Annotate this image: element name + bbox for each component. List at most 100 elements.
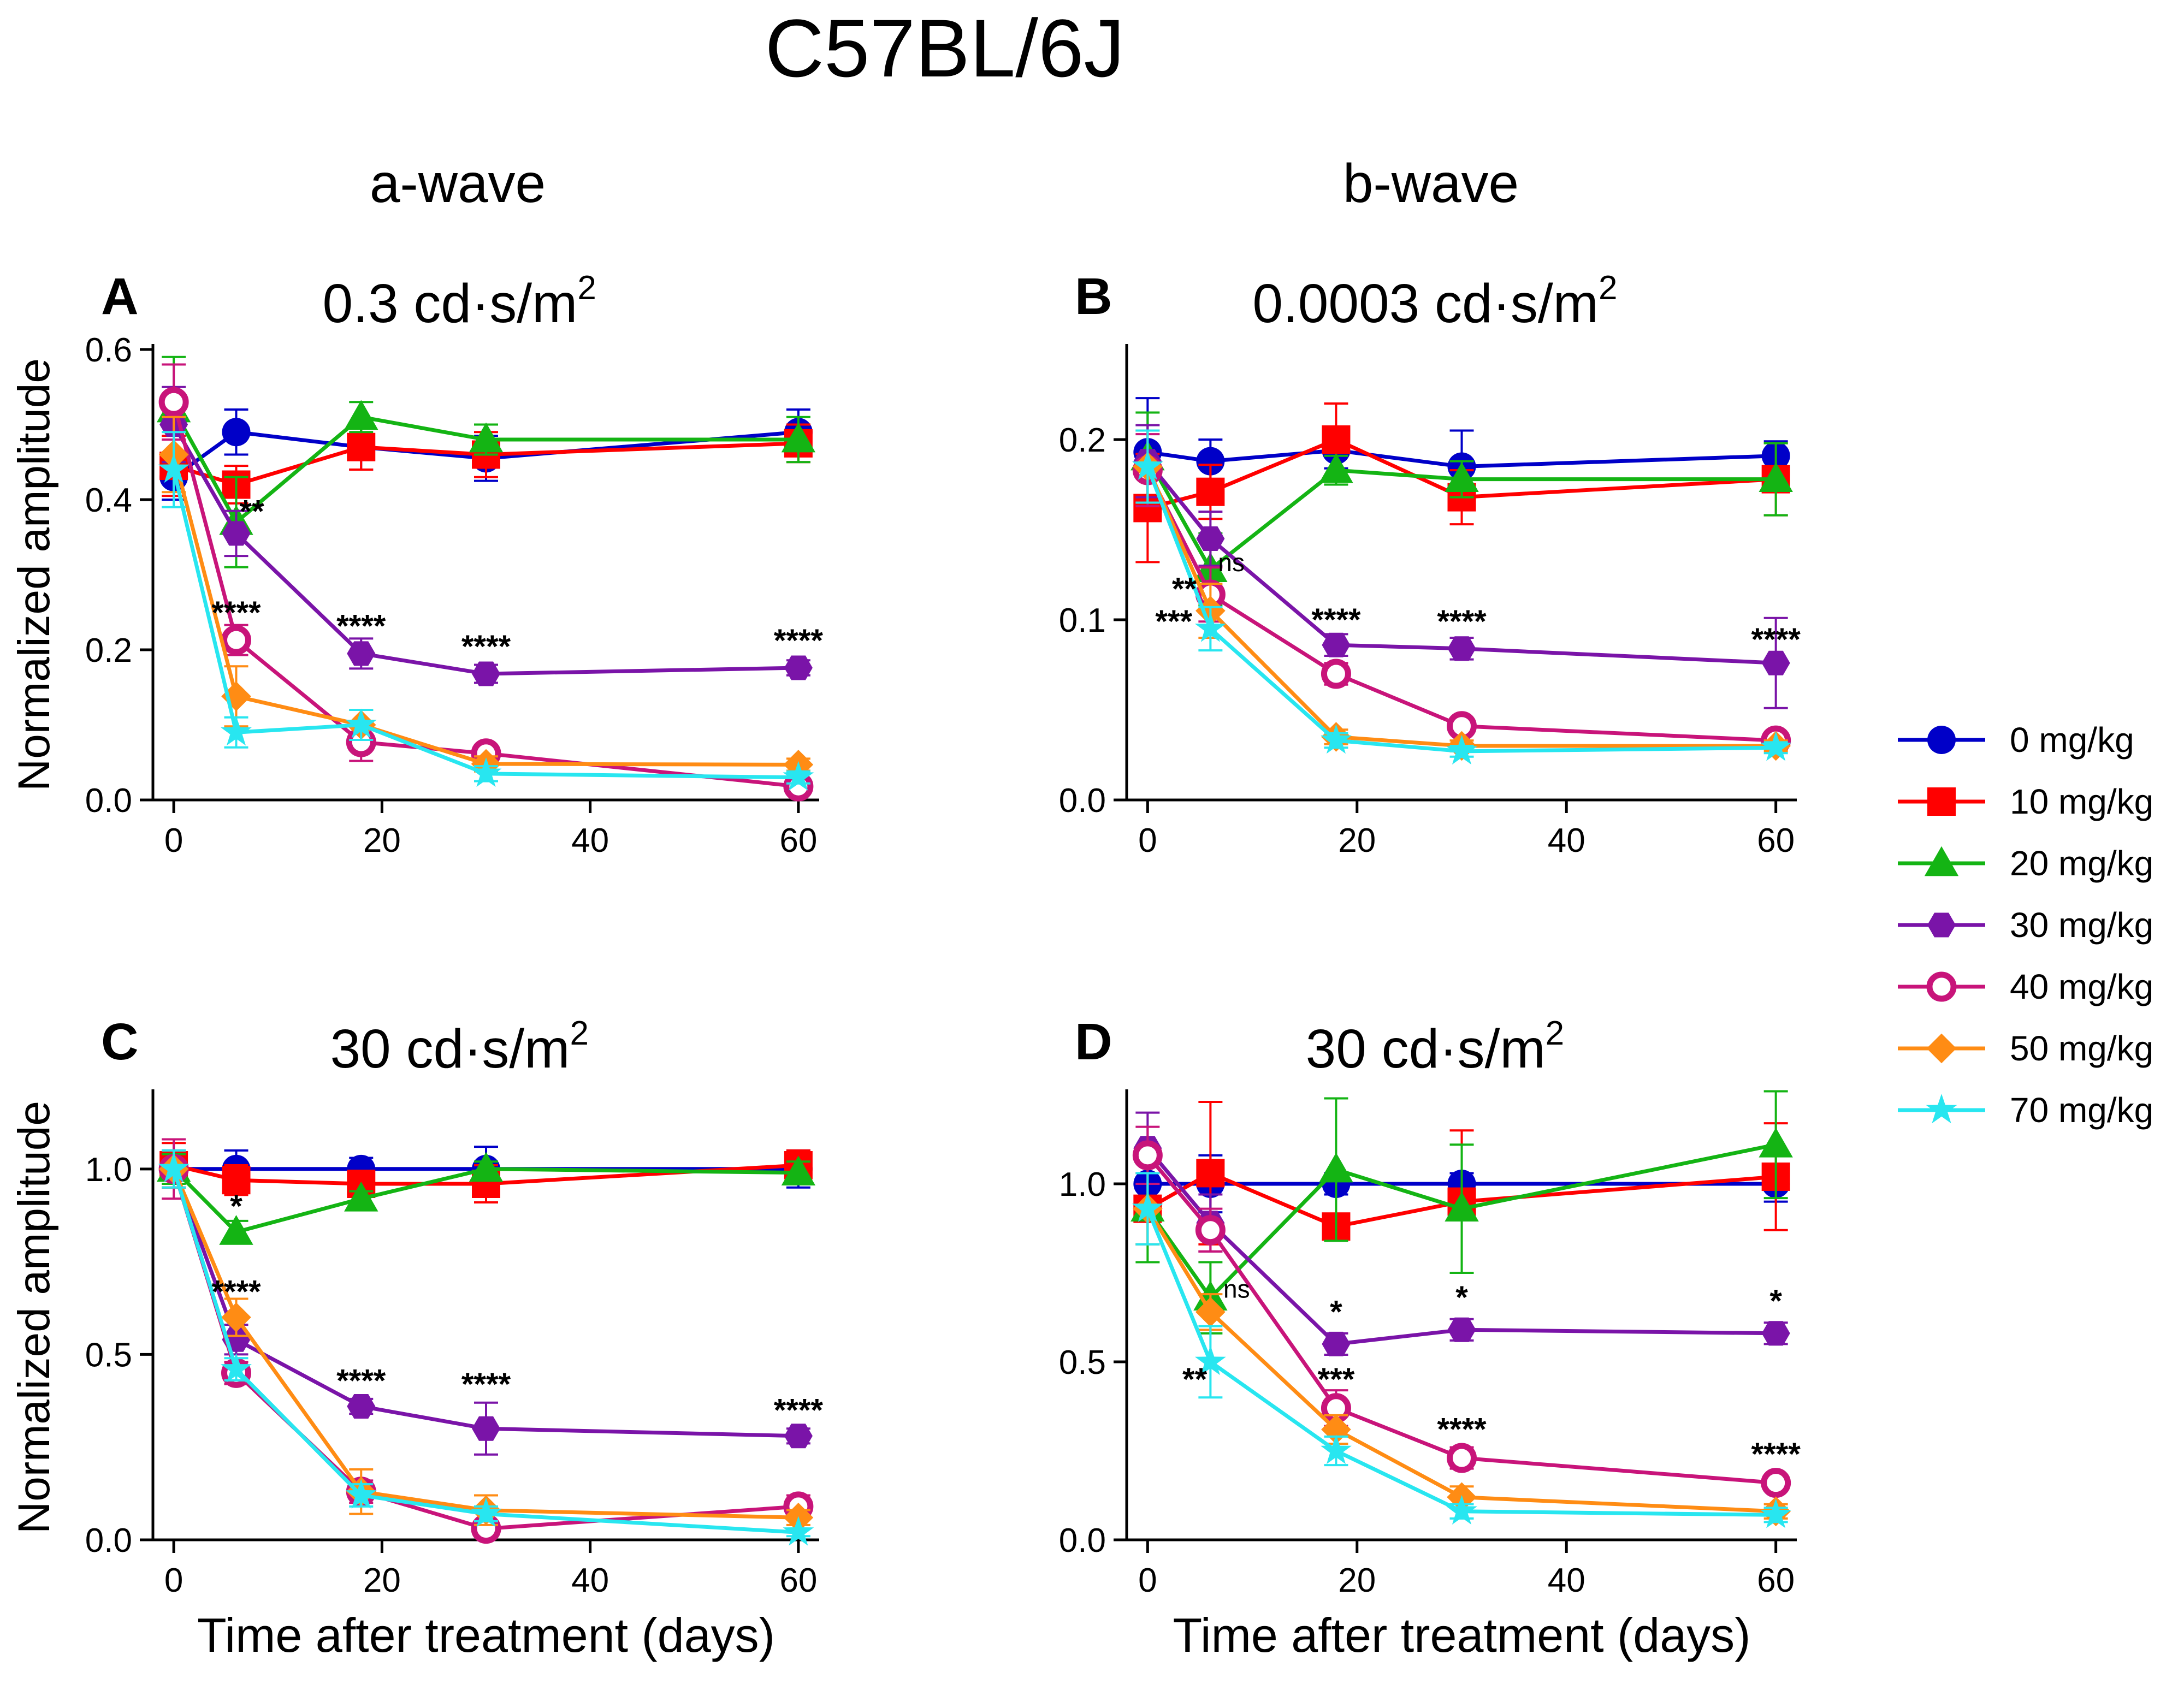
significance-label: **** — [211, 1274, 261, 1309]
significance-label: **** — [774, 1393, 824, 1428]
panel-b: B 0.0003 cd·s/m20 20 40 600.00.10.2ns***** **… — [1059, 268, 1801, 859]
y-tick-label: 0.0 — [1059, 782, 1106, 820]
x-tick-label: 0 — [164, 1562, 183, 1599]
significance-label: * — [1330, 1294, 1342, 1330]
data-point — [1447, 1317, 1476, 1342]
data-point — [347, 1394, 376, 1419]
data-point — [221, 1353, 252, 1383]
data-point — [1196, 447, 1225, 476]
data-point — [1322, 632, 1351, 657]
legend-marker — [1927, 787, 1956, 816]
data-point — [158, 387, 189, 417]
y-tick-label: 0.4 — [85, 482, 132, 519]
series-70-mg-kg — [1132, 429, 1792, 765]
legend-label: 0 mg/kg — [2010, 720, 2134, 760]
data-point — [1321, 659, 1351, 689]
series-50-mg-kg — [158, 1149, 814, 1533]
panel-title-superscript: 2 — [1546, 1015, 1564, 1052]
legend-label: 30 mg/kg — [2010, 905, 2153, 945]
legend-item: 40 mg/kg — [1898, 967, 2153, 1006]
series-70-mg-kg — [1132, 1172, 1792, 1528]
x-tick-label: 0 — [1138, 1562, 1157, 1599]
significance-label: ** — [1172, 572, 1197, 607]
data-point — [222, 1166, 251, 1195]
legend-item: 10 mg/kg — [1898, 782, 2153, 821]
data-point — [1195, 1297, 1226, 1327]
x-tick-label: 40 — [571, 822, 609, 859]
x-tick-label: 0 — [1138, 822, 1157, 859]
significance-label: **** — [774, 623, 824, 659]
x-tick-label: 60 — [1757, 822, 1795, 859]
data-point — [1321, 724, 1352, 754]
data-point — [1446, 735, 1477, 765]
data-point — [1445, 462, 1479, 492]
panel-title: 30 cd·s/m2 — [330, 1015, 588, 1080]
legend-marker — [1926, 1094, 1957, 1124]
data-point — [1447, 1443, 1477, 1473]
data-point — [470, 1497, 502, 1527]
panel-title-text: 0.0003 cd·s/m — [1252, 273, 1599, 334]
significance-label: * — [230, 1189, 242, 1224]
x-axis-label: Time after treatment (days) — [1173, 1608, 1751, 1662]
y-tick-label: 1.0 — [85, 1151, 132, 1189]
x-tick-label: 60 — [1757, 1562, 1795, 1599]
panel-title-text: 30 cd·s/m — [330, 1018, 570, 1080]
y-axis-label: Normalized amplitude — [9, 1101, 59, 1534]
significance-label: *** — [1318, 1362, 1355, 1397]
x-tick-label: 20 — [363, 822, 401, 859]
significance-label: **** — [1751, 622, 1801, 657]
panel-label-d: D — [1075, 1013, 1112, 1071]
significance-label: **** — [461, 629, 511, 665]
data-point — [1446, 1495, 1477, 1525]
y-tick-label: 0.5 — [85, 1336, 132, 1374]
significance-label: ns — [1218, 548, 1245, 577]
series-40-mg-kg — [1132, 1125, 1791, 1498]
data-point — [158, 453, 190, 483]
data-point — [472, 661, 500, 686]
x-tick-label: 60 — [779, 1562, 817, 1599]
panel-label-a: A — [101, 268, 139, 325]
significance-label: *** — [1155, 604, 1192, 639]
x-tick-label: 20 — [1338, 822, 1376, 859]
significance-label: ** — [1182, 1362, 1208, 1397]
series-30-mg-kg — [1133, 424, 1790, 709]
panel-title: 0.3 cd·s/m2 — [323, 269, 596, 334]
significance-label: **** — [1437, 1412, 1487, 1447]
x-tick-label: 20 — [363, 1562, 401, 1599]
series-line — [171, 1168, 798, 1520]
panel-title-text: 30 cd·s/m — [1306, 1018, 1546, 1080]
legend-marker — [1927, 726, 1956, 754]
data-point — [470, 757, 502, 787]
significance-label: **** — [1437, 604, 1487, 639]
significance-label: ns — [1223, 1275, 1250, 1303]
legend-item: 0 mg/kg — [1898, 720, 2134, 760]
x-tick-label: 0 — [164, 822, 183, 859]
data-point — [221, 716, 252, 746]
data-point — [1319, 1152, 1353, 1183]
significance-label: **** — [336, 1363, 386, 1398]
legend-label: 10 mg/kg — [2010, 782, 2153, 821]
data-point — [1322, 425, 1351, 454]
legend-label: 50 mg/kg — [2010, 1029, 2153, 1068]
figure-title: C57BL/6J — [765, 2, 1125, 94]
series-line — [171, 469, 798, 780]
legend-label: 20 mg/kg — [2010, 844, 2153, 883]
y-tick-label: 0.0 — [85, 782, 132, 820]
y-tick-label: 0.5 — [1059, 1344, 1106, 1381]
data-point — [221, 625, 251, 655]
data-point — [1760, 731, 1792, 761]
y-tick-label: 1.0 — [1059, 1166, 1106, 1203]
data-point — [1132, 1192, 1163, 1222]
x-tick-label: 40 — [571, 1562, 609, 1599]
significance-label: **** — [1311, 602, 1361, 638]
data-point — [1319, 453, 1353, 483]
panel-title-superscript: 2 — [577, 269, 596, 307]
column-title-a-wave: a-wave — [370, 153, 546, 214]
legend-item: 70 mg/kg — [1898, 1090, 2153, 1130]
y-tick-label: 0.0 — [1059, 1522, 1106, 1560]
data-point — [469, 1152, 504, 1182]
legend-marker — [1926, 971, 1957, 1002]
y-tick-label: 0.6 — [85, 331, 132, 369]
